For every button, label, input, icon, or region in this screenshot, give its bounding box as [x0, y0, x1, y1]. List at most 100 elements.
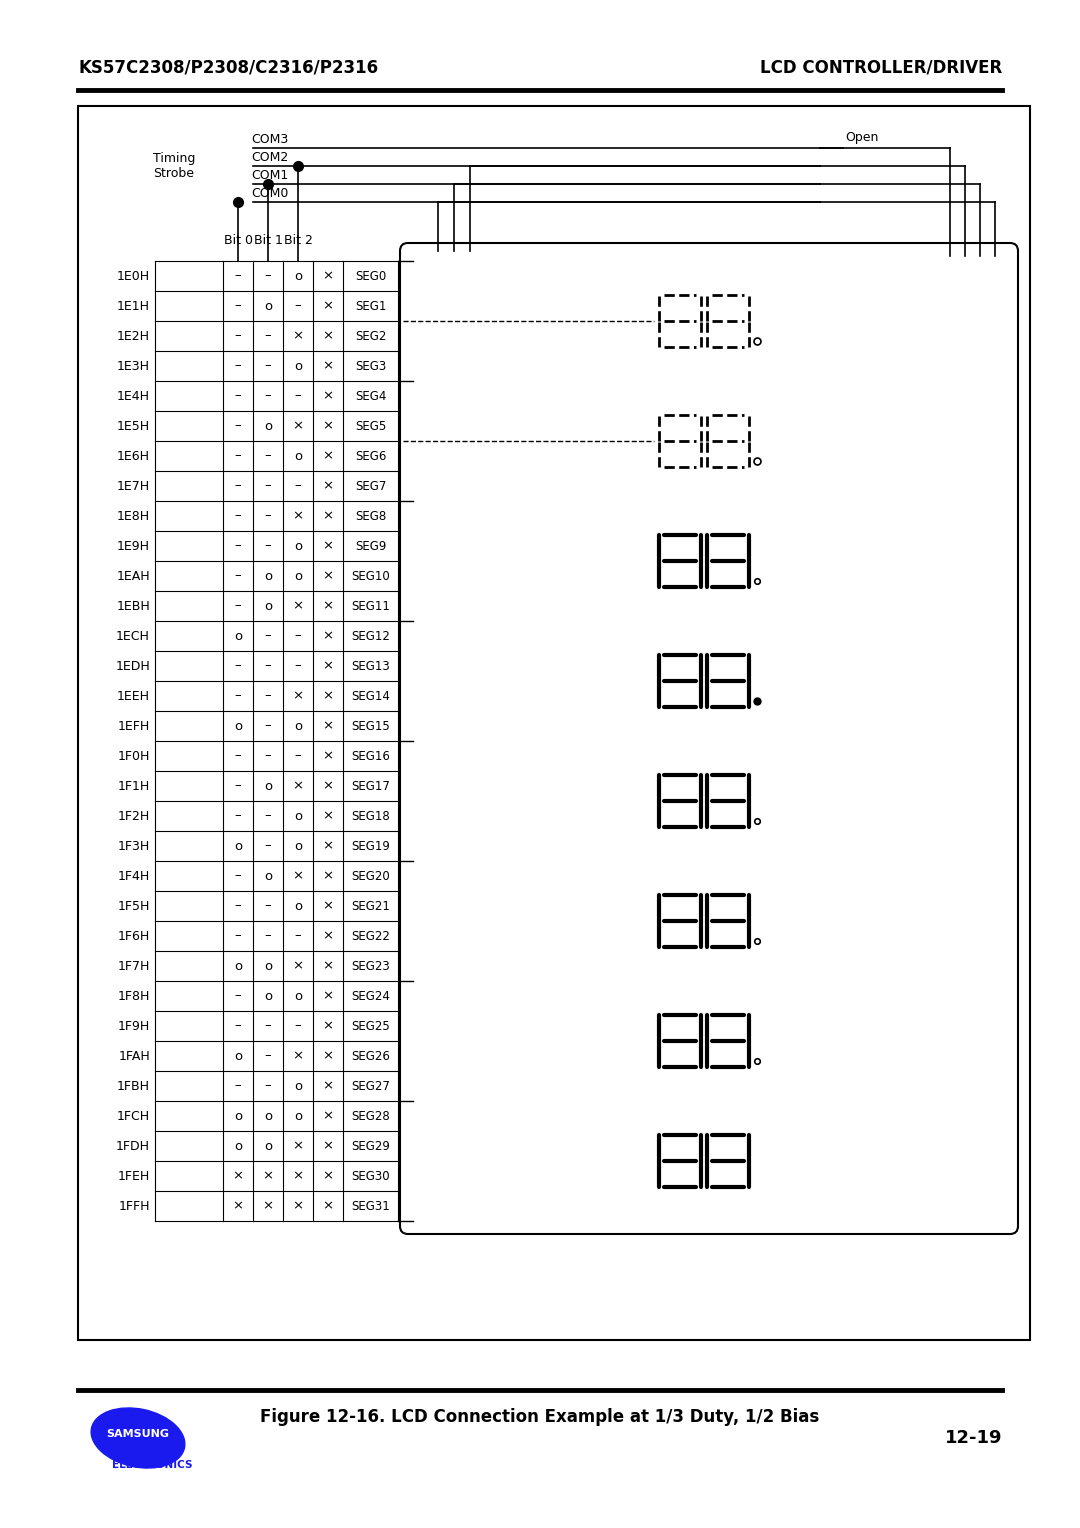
Text: SEG26: SEG26 — [351, 1050, 390, 1062]
Text: –: – — [234, 750, 241, 762]
Text: SEG24: SEG24 — [351, 990, 390, 1002]
Text: –: – — [295, 750, 301, 762]
Text: –: – — [265, 630, 271, 642]
Text: o: o — [294, 570, 302, 582]
Text: 1F6H: 1F6H — [118, 929, 150, 943]
Text: –: – — [295, 1019, 301, 1033]
Text: ×: × — [323, 839, 334, 853]
Text: ×: × — [323, 509, 334, 523]
Text: ×: × — [293, 1199, 303, 1213]
Text: KS57C2308/P2308/C2316/P2316: KS57C2308/P2308/C2316/P2316 — [78, 60, 378, 76]
Text: ×: × — [293, 599, 303, 613]
Text: 1F9H: 1F9H — [118, 1019, 150, 1033]
Text: 1F8H: 1F8H — [118, 990, 150, 1002]
Text: 1FEH: 1FEH — [118, 1169, 150, 1183]
Text: –: – — [234, 660, 241, 672]
Text: SEG17: SEG17 — [351, 779, 390, 793]
Text: –: – — [265, 750, 271, 762]
Text: o: o — [294, 900, 302, 912]
Text: 1F4H: 1F4H — [118, 869, 150, 883]
Text: Timing
Strobe: Timing Strobe — [152, 151, 195, 180]
Text: Bit 1: Bit 1 — [254, 234, 283, 248]
Text: SEG21: SEG21 — [351, 900, 390, 912]
Text: o: o — [294, 839, 302, 853]
Text: ×: × — [323, 570, 334, 582]
Text: –: – — [265, 480, 271, 492]
Text: o: o — [264, 869, 272, 883]
Text: SEG28: SEG28 — [351, 1109, 390, 1123]
Text: –: – — [234, 900, 241, 912]
Text: ×: × — [323, 390, 334, 402]
Text: 1FAH: 1FAH — [118, 1050, 150, 1062]
Text: ×: × — [323, 990, 334, 1002]
Text: –: – — [295, 929, 301, 943]
Text: o: o — [264, 990, 272, 1002]
Text: –: – — [295, 390, 301, 402]
Text: ×: × — [323, 1109, 334, 1123]
Text: –: – — [265, 689, 271, 703]
Text: o: o — [294, 269, 302, 283]
Text: ×: × — [232, 1199, 244, 1213]
Text: o: o — [264, 1140, 272, 1152]
Text: 1E7H: 1E7H — [117, 480, 150, 492]
Text: ×: × — [323, 900, 334, 912]
Ellipse shape — [91, 1407, 185, 1468]
Text: ×: × — [323, 750, 334, 762]
Text: SEG12: SEG12 — [351, 630, 390, 642]
Text: –: – — [265, 330, 271, 342]
Text: o: o — [294, 990, 302, 1002]
Text: –: – — [265, 1079, 271, 1093]
Text: Bit 0: Bit 0 — [224, 234, 253, 248]
Text: –: – — [265, 1050, 271, 1062]
Text: ×: × — [323, 480, 334, 492]
Text: 1E8H: 1E8H — [117, 509, 150, 523]
Text: o: o — [234, 720, 242, 732]
Text: ×: × — [323, 869, 334, 883]
Text: SEG4: SEG4 — [355, 390, 387, 402]
Text: –: – — [265, 810, 271, 822]
Text: –: – — [265, 900, 271, 912]
Text: SEG1: SEG1 — [355, 299, 387, 313]
Text: –: – — [265, 539, 271, 553]
Text: Bit 2: Bit 2 — [284, 234, 312, 248]
Text: –: – — [295, 480, 301, 492]
Text: SEG5: SEG5 — [355, 420, 387, 432]
Text: Figure 12-16. LCD Connection Example at 1/3 Duty, 1/2 Bias: Figure 12-16. LCD Connection Example at … — [260, 1407, 820, 1426]
Text: –: – — [234, 929, 241, 943]
Text: 1F2H: 1F2H — [118, 810, 150, 822]
Text: –: – — [234, 269, 241, 283]
Text: 1E1H: 1E1H — [117, 299, 150, 313]
Text: –: – — [295, 630, 301, 642]
Text: –: – — [265, 660, 271, 672]
Text: 1E5H: 1E5H — [117, 420, 150, 432]
Text: o: o — [234, 839, 242, 853]
Text: 1F0H: 1F0H — [118, 750, 150, 762]
Text: o: o — [264, 299, 272, 313]
Text: ×: × — [293, 869, 303, 883]
Text: ×: × — [323, 299, 334, 313]
Text: ×: × — [323, 1079, 334, 1093]
Text: SEG31: SEG31 — [351, 1199, 390, 1213]
Text: 1EEH: 1EEH — [117, 689, 150, 703]
Text: ×: × — [262, 1169, 273, 1183]
Text: –: – — [234, 359, 241, 373]
Text: 1E6H: 1E6H — [117, 449, 150, 463]
Text: –: – — [265, 1019, 271, 1033]
Text: ×: × — [293, 330, 303, 342]
Text: o: o — [234, 1109, 242, 1123]
Text: –: – — [234, 449, 241, 463]
Text: –: – — [295, 299, 301, 313]
Text: ×: × — [323, 929, 334, 943]
Text: 1EBH: 1EBH — [117, 599, 150, 613]
Text: SEG9: SEG9 — [355, 539, 387, 553]
Text: –: – — [265, 269, 271, 283]
Text: –: – — [234, 480, 241, 492]
Text: ×: × — [293, 1140, 303, 1152]
Text: COM3: COM3 — [251, 133, 288, 147]
Text: o: o — [294, 1079, 302, 1093]
Text: –: – — [234, 810, 241, 822]
Text: ×: × — [323, 539, 334, 553]
Text: o: o — [264, 599, 272, 613]
Bar — [78, 105, 1030, 1340]
Text: –: – — [234, 1079, 241, 1093]
